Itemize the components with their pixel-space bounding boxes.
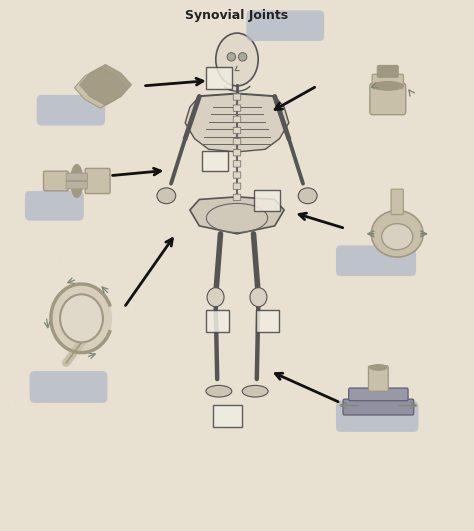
Polygon shape (185, 94, 289, 152)
FancyBboxPatch shape (233, 183, 241, 190)
Circle shape (60, 294, 103, 342)
FancyBboxPatch shape (201, 151, 228, 172)
FancyBboxPatch shape (233, 105, 241, 112)
Ellipse shape (51, 284, 112, 353)
FancyBboxPatch shape (206, 67, 232, 89)
FancyBboxPatch shape (233, 172, 241, 178)
Ellipse shape (372, 82, 403, 90)
FancyBboxPatch shape (254, 190, 280, 211)
Polygon shape (74, 67, 126, 108)
FancyBboxPatch shape (85, 168, 110, 194)
FancyBboxPatch shape (246, 11, 324, 41)
FancyBboxPatch shape (256, 311, 279, 331)
Ellipse shape (157, 188, 176, 204)
FancyBboxPatch shape (391, 189, 403, 215)
Ellipse shape (370, 365, 387, 370)
FancyBboxPatch shape (368, 366, 388, 391)
Text: Synovial Joints: Synovial Joints (185, 10, 289, 22)
FancyBboxPatch shape (377, 65, 398, 78)
FancyBboxPatch shape (233, 116, 241, 123)
FancyBboxPatch shape (206, 311, 229, 331)
Ellipse shape (71, 165, 83, 198)
Ellipse shape (382, 224, 413, 250)
Ellipse shape (216, 33, 258, 86)
FancyBboxPatch shape (213, 406, 242, 426)
FancyBboxPatch shape (336, 245, 416, 276)
Polygon shape (80, 64, 131, 105)
FancyBboxPatch shape (44, 171, 68, 191)
FancyBboxPatch shape (233, 139, 241, 145)
FancyBboxPatch shape (66, 173, 88, 181)
FancyBboxPatch shape (336, 401, 419, 432)
FancyBboxPatch shape (233, 150, 241, 156)
FancyBboxPatch shape (372, 74, 403, 88)
Ellipse shape (206, 386, 232, 397)
Ellipse shape (238, 53, 247, 61)
FancyBboxPatch shape (25, 191, 84, 220)
Polygon shape (190, 197, 284, 234)
Ellipse shape (298, 188, 317, 204)
Circle shape (207, 288, 224, 307)
FancyBboxPatch shape (343, 399, 414, 415)
Ellipse shape (242, 386, 268, 397)
FancyBboxPatch shape (233, 194, 241, 201)
Circle shape (250, 288, 267, 307)
Ellipse shape (371, 211, 423, 257)
FancyBboxPatch shape (233, 161, 241, 167)
FancyBboxPatch shape (66, 181, 88, 189)
FancyBboxPatch shape (233, 94, 241, 100)
FancyBboxPatch shape (370, 83, 406, 115)
Ellipse shape (227, 53, 236, 61)
FancyBboxPatch shape (233, 127, 241, 134)
FancyBboxPatch shape (349, 388, 408, 401)
FancyBboxPatch shape (30, 371, 108, 403)
FancyBboxPatch shape (36, 95, 105, 125)
